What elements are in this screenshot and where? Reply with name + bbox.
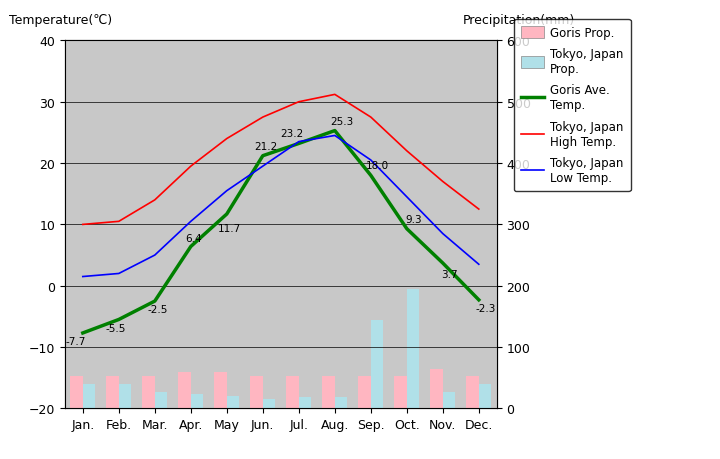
Bar <box>371 320 383 409</box>
Legend: Goris Prop., Tokyo, Japan
Prop., Goris Ave.
Temp., Tokyo, Japan
High Temp., Toky: Goris Prop., Tokyo, Japan Prop., Goris A… <box>513 20 631 191</box>
Text: -7.7: -7.7 <box>66 336 86 347</box>
Text: 6.4: 6.4 <box>185 234 202 243</box>
Bar <box>179 372 191 409</box>
Bar <box>443 392 455 409</box>
Bar <box>107 376 119 409</box>
Text: 21.2: 21.2 <box>254 141 277 151</box>
Bar <box>466 376 479 409</box>
Bar <box>335 397 347 409</box>
Bar <box>394 376 407 409</box>
Text: Precipitation(mm): Precipitation(mm) <box>462 14 575 27</box>
Text: -2.5: -2.5 <box>148 304 168 314</box>
Bar <box>359 376 371 409</box>
Bar <box>430 369 443 409</box>
Text: -5.5: -5.5 <box>106 323 126 333</box>
Bar <box>71 376 83 409</box>
Bar <box>215 372 227 409</box>
Text: 3.7: 3.7 <box>441 269 458 280</box>
Text: -2.3: -2.3 <box>475 303 496 313</box>
Bar <box>287 376 299 409</box>
Text: 18.0: 18.0 <box>366 161 390 171</box>
Bar <box>142 376 155 409</box>
Bar <box>155 392 167 409</box>
Bar <box>407 289 419 409</box>
Bar <box>191 394 203 409</box>
Text: 11.7: 11.7 <box>218 223 241 233</box>
Bar <box>227 396 239 409</box>
Bar <box>299 397 311 409</box>
Text: 23.2: 23.2 <box>280 129 304 139</box>
Bar <box>251 376 263 409</box>
Bar <box>119 384 131 409</box>
Bar <box>323 376 335 409</box>
Bar <box>263 399 275 409</box>
Text: 9.3: 9.3 <box>405 214 422 224</box>
Text: 25.3: 25.3 <box>330 117 354 126</box>
Bar <box>83 384 95 409</box>
Text: Temperature(℃): Temperature(℃) <box>9 14 112 27</box>
Bar <box>479 385 491 409</box>
